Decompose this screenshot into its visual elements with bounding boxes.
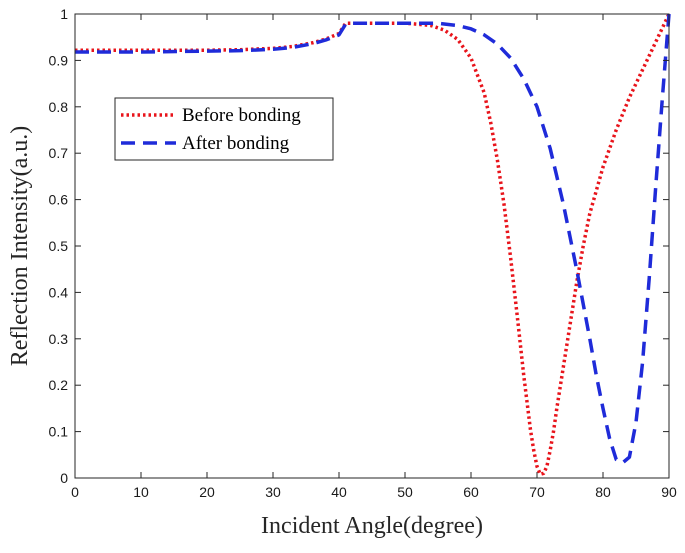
legend: Before bonding After bonding (114, 97, 334, 161)
y-tick-label: 0.6 (49, 192, 69, 208)
x-tick-label: 10 (133, 484, 149, 500)
x-tick-label: 0 (71, 484, 79, 500)
y-tick-label: 0.1 (49, 424, 69, 440)
y-tick-label: 1 (60, 6, 68, 22)
legend-box (114, 97, 334, 161)
x-tick-label: 70 (529, 484, 545, 500)
x-tick-label: 90 (661, 484, 677, 500)
series-line-before-bonding (75, 13, 671, 477)
x-tick-label: 60 (463, 484, 479, 500)
series-layer (75, 13, 671, 477)
y-tick-label: 0.8 (49, 99, 69, 115)
x-tick-label: 20 (199, 484, 215, 500)
y-tick-label: 0.7 (49, 145, 69, 161)
x-tick-label: 30 (265, 484, 281, 500)
y-tick-label: 0.3 (49, 331, 69, 347)
plot-frame (74, 13, 670, 479)
x-tick-label: 40 (331, 484, 347, 500)
y-tick-label: 0.4 (49, 284, 69, 300)
series-line-after-bonding (75, 13, 671, 465)
y-axis-title: Reflection Intensity(a.u.) (7, 126, 33, 367)
y-tick-label: 0.5 (49, 238, 69, 254)
legend-label-after-bonding: After bonding (182, 133, 290, 154)
y-tick-label: 0 (60, 470, 68, 486)
y-tick-label: 0.2 (49, 377, 69, 393)
x-tick-label: 50 (397, 484, 413, 500)
tick-layer: 0 10 20 30 40 50 60 70 80 90 0 0.1 0.2 0.3 0.4 0.5 0.6 0.… (49, 6, 677, 500)
x-tick-label: 80 (595, 484, 611, 500)
y-tick-label: 0.9 (49, 52, 69, 68)
legend-label-before-bonding: Before bonding (182, 105, 301, 126)
x-axis-title: Incident Angle(degree) (261, 513, 483, 539)
